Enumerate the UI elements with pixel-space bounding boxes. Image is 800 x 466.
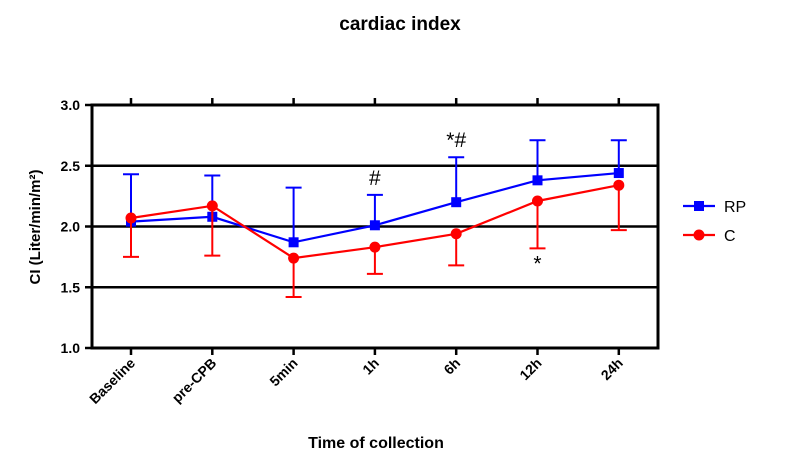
data-point-RP — [288, 237, 299, 248]
data-point-C — [613, 179, 625, 191]
x-tick-label: 5min — [266, 355, 300, 389]
legend-marker — [693, 229, 705, 241]
x-tick-label: 6h — [440, 355, 463, 378]
y-tick-label: 1.0 — [61, 340, 81, 356]
x-tick-label: pre-CPB — [168, 355, 219, 406]
data-point-C — [532, 195, 543, 207]
y-tick-label: 3.0 — [61, 97, 81, 113]
significance-marker: * — [533, 252, 541, 275]
data-point-RP — [613, 168, 624, 179]
legend-marker — [694, 201, 704, 211]
data-point-C — [369, 241, 381, 253]
y-tick-label: 2.0 — [61, 219, 81, 235]
data-point-RP — [369, 220, 380, 231]
x-tick-label: 1h — [359, 355, 382, 378]
significance-marker: # — [369, 167, 381, 190]
data-point-C — [125, 212, 137, 224]
data-point-C — [288, 252, 300, 264]
legend-label: RP — [724, 199, 746, 216]
x-axis-label: Time of collection — [308, 435, 444, 452]
legend-label: C — [724, 228, 736, 245]
chart-title: cardiac index — [339, 14, 461, 35]
significance-marker: *# — [446, 129, 466, 152]
x-tick-label: 24h — [598, 355, 626, 383]
y-tick-label: 1.5 — [61, 279, 81, 295]
data-point-C — [206, 200, 218, 212]
data-point-RP — [451, 197, 462, 208]
x-tick-label: Baseline — [86, 355, 138, 407]
data-point-RP — [532, 175, 543, 186]
y-axis-label: CI (Liter/min/m²) — [27, 169, 44, 284]
x-tick-label: 12h — [516, 355, 544, 383]
y-tick-label: 2.5 — [61, 158, 81, 174]
data-point-C — [450, 228, 462, 240]
